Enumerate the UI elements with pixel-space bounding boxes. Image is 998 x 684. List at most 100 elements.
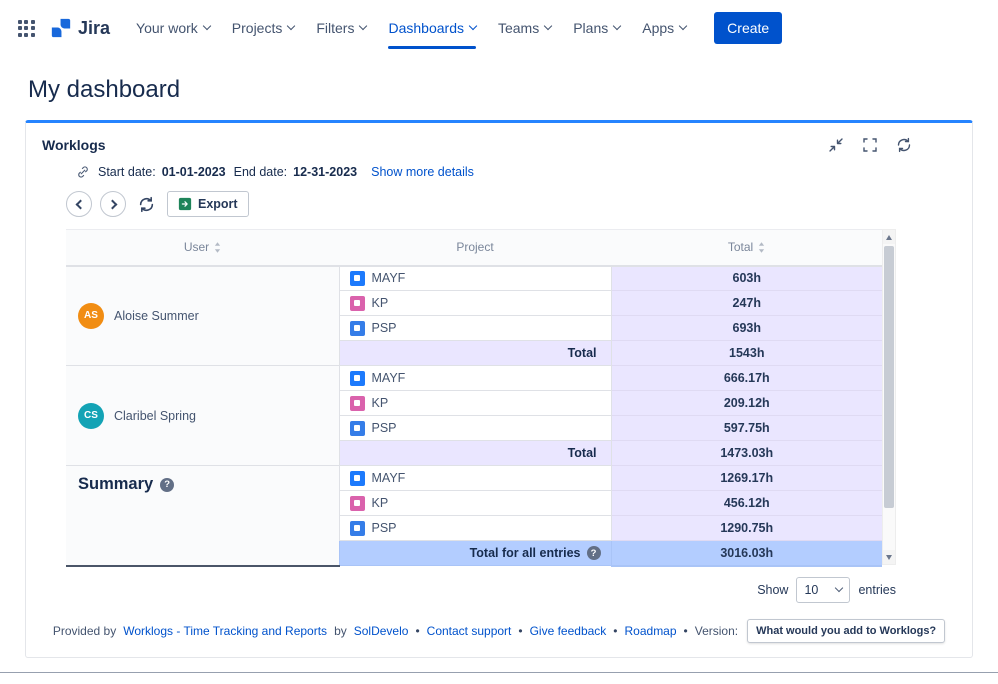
- collapse-icon[interactable]: [828, 137, 844, 153]
- nav-item-filters[interactable]: Filters: [306, 12, 376, 44]
- project-name: MAYF: [371, 471, 406, 485]
- table-row: PSP 1290.75h: [66, 515, 882, 541]
- header-label: Project: [456, 240, 494, 255]
- column-header-user[interactable]: User: [66, 229, 339, 267]
- refresh-icon[interactable]: [896, 137, 912, 153]
- chevron-down-icon: [543, 21, 553, 31]
- user-avatar: CS: [78, 402, 104, 429]
- project-cell: MAYF: [338, 265, 612, 291]
- worklogs-table-area: User Project Total AS Aloise Summer MAYF 60…: [66, 229, 896, 567]
- total-value-cell: 603h: [611, 265, 882, 291]
- roadmap-link[interactable]: Roadmap: [624, 623, 677, 638]
- create-button[interactable]: Create: [714, 12, 783, 44]
- soldevelo-link[interactable]: SolDevelo: [353, 623, 409, 638]
- total-label: Total for all entries: [469, 546, 581, 560]
- total-sum-cell: 3016.03h: [611, 540, 882, 567]
- total-label-cell: Total for all entries?: [338, 540, 612, 566]
- total-value-cell: 597.75h: [611, 415, 882, 441]
- total-value-cell: 456.12h: [611, 490, 882, 516]
- group-total-row: Total 1473.03h: [66, 440, 882, 466]
- nav-label: Your work: [136, 20, 198, 36]
- bullet-separator: [518, 624, 522, 638]
- app-switcher-icon[interactable]: [10, 12, 42, 44]
- worklogs-product-link[interactable]: Worklogs - Time Tracking and Reports: [123, 623, 328, 638]
- show-label: Show: [757, 582, 789, 597]
- next-button[interactable]: [100, 191, 126, 217]
- arrow-up-icon: [886, 234, 892, 240]
- nav-label: Teams: [497, 20, 540, 36]
- table-header-row: User Project Total: [66, 229, 882, 267]
- group-total-row: Total 1543h: [66, 340, 882, 366]
- header-label: User: [183, 240, 210, 255]
- chevron-down-icon: [287, 21, 296, 31]
- total-value-cell: 666.17h: [611, 365, 882, 391]
- entries-label: entries: [858, 582, 896, 597]
- table-row: AS Aloise Summer MAYF 603h: [66, 265, 882, 366]
- chevron-down-icon: [678, 21, 688, 31]
- nav-label: Apps: [642, 20, 675, 36]
- start-date-label: Start date:: [98, 165, 156, 179]
- scrollbar-track[interactable]: [883, 244, 895, 550]
- scroll-down-button[interactable]: [883, 550, 895, 564]
- fullscreen-icon[interactable]: [862, 137, 878, 153]
- column-header-total[interactable]: Total: [611, 229, 882, 267]
- total-value-cell: 1290.75h: [611, 515, 882, 541]
- project-avatar-mayf-icon: [349, 270, 365, 286]
- end-date-value: 12-31-2023: [293, 165, 358, 179]
- project-name: KP: [371, 296, 389, 310]
- user-name: Claribel Spring: [114, 408, 196, 423]
- project-avatar-psp-icon: [349, 320, 365, 336]
- nav-label: Dashboards: [388, 20, 464, 36]
- chevron-down-icon: [835, 583, 844, 592]
- prev-button[interactable]: [66, 191, 92, 217]
- show-more-details-link[interactable]: Show more details: [371, 165, 474, 179]
- nav-item-teams[interactable]: Teams: [488, 12, 561, 44]
- arrow-down-icon: [886, 554, 892, 560]
- end-date-label: End date:: [233, 165, 288, 179]
- give-feedback-link[interactable]: Give feedback: [529, 623, 607, 638]
- worklogs-gadget: Worklogs Start date:: [25, 120, 973, 658]
- project-avatar-mayf-icon: [349, 370, 365, 386]
- sync-icon[interactable]: [138, 196, 155, 213]
- chevron-down-icon: [359, 21, 368, 31]
- info-icon: ?: [586, 546, 601, 560]
- project-name: KP: [371, 396, 389, 410]
- nav-item-your-work[interactable]: Your work: [126, 12, 220, 44]
- chevron-down-icon: [613, 21, 622, 31]
- version-tooltip: What would you add to Worklogs?: [747, 618, 946, 643]
- brand-name: Jira: [78, 17, 111, 38]
- page-size-select[interactable]: 10: [796, 576, 851, 603]
- nav-item-projects[interactable]: Projects: [222, 12, 305, 44]
- gadget-title: Worklogs: [42, 137, 106, 153]
- page-bottom-divider: [0, 672, 998, 673]
- project-cell: PSP: [338, 315, 612, 341]
- project-name: PSP: [371, 321, 397, 335]
- top-nav: Jira Your work Projects Filters Dashboar…: [0, 0, 998, 56]
- by-label: by: [334, 623, 347, 638]
- table-scrollbar[interactable]: [882, 229, 896, 565]
- worklogs-table: User Project Total AS Aloise Summer MAYF 60…: [66, 229, 882, 567]
- project-cell: MAYF: [338, 465, 612, 491]
- total-sum-cell: 1543h: [611, 340, 882, 366]
- user-cell: CS Claribel Spring: [66, 365, 339, 466]
- table-row: KP 247h: [66, 290, 882, 316]
- table-row: KP 209.12h: [66, 390, 882, 416]
- summary-title: Summary: [78, 475, 154, 493]
- export-button[interactable]: Export: [167, 191, 249, 217]
- contact-support-link[interactable]: Contact support: [426, 623, 512, 638]
- link-icon: [78, 166, 88, 178]
- project-cell: KP: [338, 490, 612, 516]
- chevron-down-icon: [468, 21, 478, 31]
- nav-item-dashboards[interactable]: Dashboards: [378, 12, 486, 49]
- column-header-project: Project: [339, 229, 611, 267]
- bullet-separator: [684, 624, 688, 638]
- start-date-value: 01-01-2023: [161, 165, 226, 179]
- jira-logo[interactable]: Jira: [44, 17, 124, 39]
- project-avatar-kp-icon: [349, 295, 365, 311]
- nav-item-apps[interactable]: Apps: [632, 12, 696, 44]
- chevron-right-icon: [107, 199, 117, 209]
- header-label: Total: [727, 240, 754, 255]
- scrollbar-thumb[interactable]: [884, 246, 894, 508]
- nav-item-plans[interactable]: Plans: [563, 12, 630, 44]
- scroll-up-button[interactable]: [883, 230, 895, 244]
